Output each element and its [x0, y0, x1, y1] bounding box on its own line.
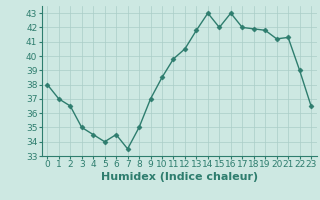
- X-axis label: Humidex (Indice chaleur): Humidex (Indice chaleur): [100, 172, 258, 182]
